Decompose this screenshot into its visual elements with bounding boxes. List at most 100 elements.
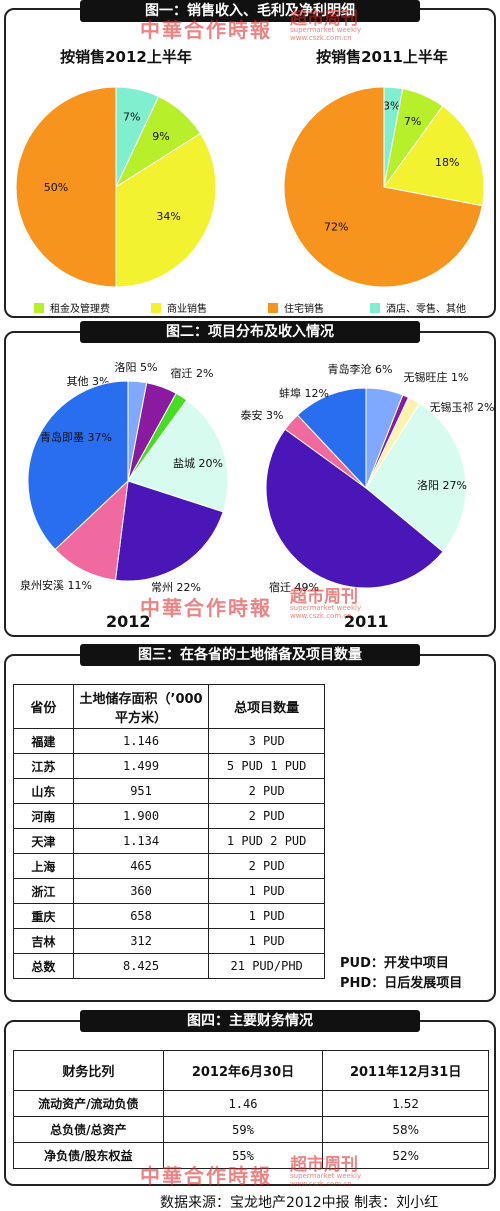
slice-label: 常州 22% [151, 581, 201, 594]
pie-2-title: 按销售2011上半年 [316, 48, 448, 66]
source-credit: 数据来源：宝龙地产2012中报 制表：刘小红 [160, 1195, 439, 1211]
table-row: 重庆 658 1 PUD [13, 903, 325, 929]
table-cell: 天津 [13, 828, 74, 854]
table-cell: 5 PUD 1 PUD [208, 753, 325, 779]
watermark-cn: 中華合作時報 [140, 596, 272, 620]
slice-label: 7% [404, 115, 421, 128]
table-cell: 1 PUD 2 PUD [208, 828, 325, 854]
watermark-brand: 超市周刊 supermarket weekly www.cszk.com.cn [290, 9, 361, 43]
legend-item-rent: 租金及管理费 [34, 300, 110, 315]
slice-label: 无锡旺庄 1% [404, 370, 469, 384]
pie-slice-常州 [114, 480, 224, 582]
legend-label: 商业销售 [167, 304, 207, 315]
note-pud: PUD：开发中项目 [340, 956, 449, 971]
pie-projects-2012: 其他 3% 洛阳 5% 宿迁 2% 盐城 20% 常州 22% 泉州安溪 11% 青岛即墨 … [20, 360, 229, 594]
table-cell: 总数 [13, 953, 74, 979]
table-cell: 55% [162, 1142, 324, 1169]
watermark-brand: 超市周刊 supermarket weekly www.cszk.com.cn [290, 1157, 362, 1189]
year-label-2011: 2011 [344, 612, 389, 631]
table-row: 流动资产/流动负债 1.46 1.52 [13, 1090, 489, 1117]
table-cell: 21 PUD/PHD [208, 953, 325, 979]
pie-slice-青岛即墨 [27, 380, 129, 551]
table-header-row: 省份 土地储存面积（’000平方米） 总项目数量 [13, 684, 325, 729]
table-header-row: 财务比列 2012年6月30日 2011年12月31日 [13, 1050, 489, 1091]
chart-4-title: 图四：主要财务情况 [80, 1010, 420, 1032]
slice-label: 34% [156, 210, 180, 223]
slice-label: 泰安 3% [241, 408, 284, 422]
slice-label: 宿迁 2% [171, 366, 214, 380]
table-cell: 上海 [13, 853, 74, 879]
table-cell: 吉林 [13, 928, 74, 954]
table-row: 浙江 360 1 PUD [13, 878, 325, 904]
table-cell: 2 PUD [208, 778, 325, 804]
watermark-brand-en: supermarket weekly [290, 1172, 362, 1180]
watermark-cn: 中華合作時報 [140, 18, 272, 42]
pie-1-title: 按销售2012上半年 [60, 48, 192, 66]
financial-table: 财务比列 2012年6月30日 2011年12月31日 流动资产/流动负债 1.4… [13, 1050, 489, 1169]
table-cell: 8.425 [72, 953, 210, 979]
column-header: 省份 [13, 684, 74, 729]
table-row: 总数 8.425 21 PUD/PHD [13, 953, 325, 979]
table-row: 山东 951 2 PUD [13, 778, 325, 804]
table-cell: 1.499 [72, 753, 210, 779]
chart-1-title: 图一：销售收入、毛利及净利明细 [80, 0, 420, 22]
table-cell: 江苏 [13, 753, 74, 779]
legend-swatch [268, 302, 278, 313]
pie-slice-商业销售 [383, 105, 485, 207]
legend: 租金及管理费 商业销售 住宅销售 酒店、零售、其他 [6, 300, 498, 316]
chart-3-title: 图三：在各省的土地储备及项目数量 [80, 644, 420, 666]
panel-land-bank: 省份 土地储存面积（’000平方米） 总项目数量 福建 1.146 3 PUD 江苏 1… [4, 654, 496, 1002]
column-header: 总项目数量 [208, 684, 325, 729]
pie-2012-h1: 7% 9% 34% 50% [15, 86, 217, 288]
note-phd: PHD：日后发展项目 [340, 976, 463, 991]
pie-slice-泉州安溪 [54, 479, 129, 581]
panel-sales: 按销售2012上半年 按销售2011上半年 7% 9% 34% 50% 3% 7% 18%… [4, 8, 496, 318]
watermark-url: www.cszk.com.cn [290, 34, 352, 42]
table-row: 总负债/总资产 59% 58% [13, 1116, 489, 1143]
slice-label: 蚌埠 12% [279, 386, 329, 400]
table-row: 吉林 312 1 PUD [13, 928, 325, 954]
table-cell: 浙江 [13, 878, 74, 904]
watermark-brand: 超市周刊 supermarket weekly www.cszk.com.cn [290, 587, 362, 621]
panel-projects: 其他 3% 洛阳 5% 宿迁 2% 盐城 20% 常州 22% 泉州安溪 11% 青岛即墨 … [4, 331, 496, 637]
table-cell: 2 PUD [208, 853, 325, 879]
table-cell: 净负债/股东权益 [13, 1142, 164, 1169]
pie-slice-宿迁 [265, 428, 444, 589]
table-row: 河南 1.900 2 PUD [13, 803, 325, 829]
legend-swatch [151, 302, 161, 313]
slice-label: 72% [324, 221, 348, 234]
table-cell: 1.146 [72, 728, 210, 754]
column-header: 2012年6月30日 [162, 1050, 324, 1091]
table-row: 净负债/股东权益 55% 52% [13, 1142, 489, 1169]
table-cell: 3 PUD [208, 728, 325, 754]
watermark-brand-en: supermarket weekly [290, 604, 362, 612]
table-cell: 1 PUD [208, 928, 325, 954]
table-cell: 312 [72, 928, 210, 954]
table-row: 上海 465 2 PUD [13, 853, 325, 879]
slice-label: 7% [123, 111, 140, 124]
table-row: 福建 1.146 3 PUD [13, 728, 325, 754]
pie-slice-住宅销售 [15, 86, 117, 288]
year-label-2012: 2012 [106, 612, 151, 631]
column-header: 土地储存面积（’000平方米） [72, 684, 210, 729]
watermark-brand-text: 超市周刊 [290, 587, 358, 607]
slice-label: 洛阳 27% [417, 478, 467, 492]
pie-slice-蚌埠 [296, 387, 367, 490]
pie-slice-商业销售 [115, 132, 217, 288]
table-cell: 福建 [13, 728, 74, 754]
watermark-brand-text: 超市周刊 [290, 9, 358, 29]
pie-slice-洛阳 [365, 402, 467, 553]
chart-2-title: 图二：项目分布及收入情况 [80, 321, 420, 343]
slice-label: 泉州安溪 11% [20, 578, 92, 592]
table-cell: 流动资产/流动负债 [13, 1090, 164, 1117]
table-cell: 465 [72, 853, 210, 879]
legend-swatch [370, 302, 380, 313]
slice-label: 3% [383, 99, 400, 112]
pie-slice-盐城 [127, 399, 229, 513]
table-cell: 1 PUD [208, 903, 325, 929]
watermark-cn: 中華合作時報 [140, 1164, 272, 1188]
slice-label: 9% [152, 130, 169, 143]
table-cell: 1.52 [322, 1090, 489, 1117]
column-header: 2011年12月31日 [322, 1050, 489, 1091]
slice-label: 18% [435, 156, 459, 169]
